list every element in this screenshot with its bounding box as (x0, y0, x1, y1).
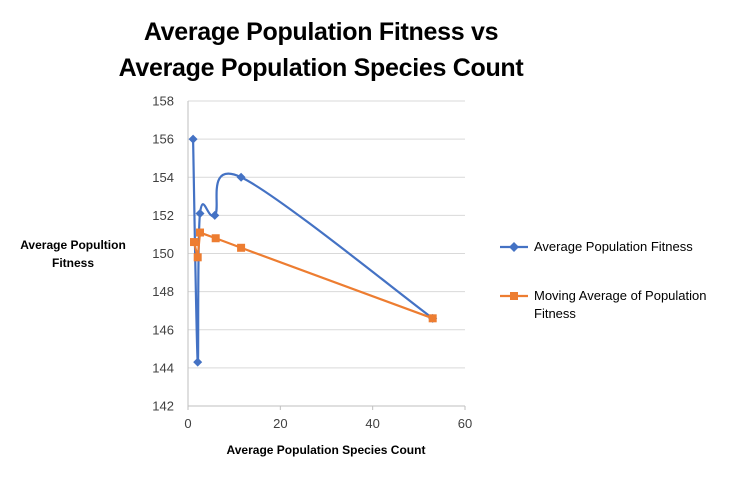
axes (187, 101, 466, 410)
y-tick-label: 150 (152, 246, 174, 261)
y-tick-label: 144 (152, 360, 174, 375)
y-tick-label: 158 (152, 94, 174, 109)
y-tick-label: 152 (152, 208, 174, 223)
legend-item-average-population-fitness: Average Population Fitness (500, 238, 740, 258)
data-point-square (190, 238, 199, 247)
x-tick-label: 0 (184, 416, 191, 431)
data-point-square (211, 234, 220, 243)
data-point-diamond (210, 210, 220, 220)
data-point-square (196, 228, 205, 237)
data-point-diamond (193, 357, 203, 367)
gridlines (188, 100, 465, 369)
data-point-diamond (236, 172, 246, 182)
series-line-0 (191, 139, 434, 364)
data-point-square (237, 243, 246, 252)
x-tick-label: 40 (365, 416, 379, 431)
data-point-square (193, 253, 202, 262)
data-point-diamond (188, 134, 198, 144)
legend-swatch-diamond-icon (500, 242, 528, 252)
y-axis-label: Average Popultion Fitness (20, 238, 126, 270)
y-tick-label: 154 (152, 170, 174, 185)
x-tick-label: 20 (273, 416, 287, 431)
y-tick-label: 156 (152, 132, 174, 147)
x-tick-label: 60 (458, 416, 472, 431)
legend-label: Moving Average of Population Fitness (534, 288, 707, 321)
legend-label: Average Population Fitness (534, 239, 693, 254)
series-line-1 (192, 231, 434, 320)
y-tick-label: 148 (152, 284, 174, 299)
x-axis-label: Average Population Species Count (226, 443, 426, 457)
data-point-diamond (195, 208, 205, 218)
tick-labels: 142 144 146 148 150 152 154 156 158 0 20 40 60 (152, 94, 472, 432)
y-tick-label: 142 (152, 399, 174, 414)
legend-swatch-square-icon (500, 292, 528, 300)
y-tick-label: 146 (152, 322, 174, 337)
legend-item-moving-average: Moving Average of Population Fitness (500, 287, 740, 327)
data-point-square (428, 314, 437, 323)
chart-title: Average Population Fitness vs Average Po… (118, 18, 524, 82)
series-layer (188, 134, 438, 367)
